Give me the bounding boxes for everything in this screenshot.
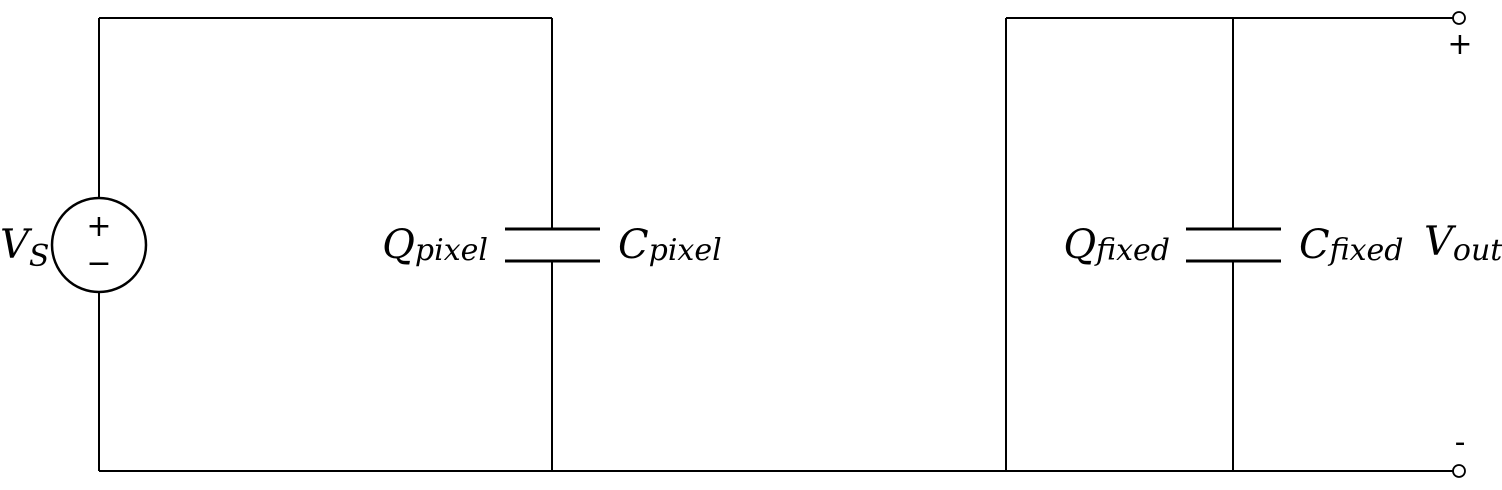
source-symbol: V — [0, 222, 33, 268]
output-voltage-label: Vout — [1424, 219, 1502, 268]
charge-fixed-subscript: fixed — [1094, 233, 1170, 268]
cap-pixel-label: Cpixel — [618, 222, 722, 268]
charge-fixed-label: Qfixed — [1063, 222, 1170, 268]
capacitor-pixel — [505, 227, 600, 263]
voltage-source-plus: + — [86, 209, 111, 244]
cap-pixel-subscript: pixel — [649, 233, 722, 268]
voltage-source-minus: − — [86, 246, 111, 281]
cap-fixed-symbol: C — [1299, 222, 1330, 268]
output-terminal-bottom — [1452, 464, 1466, 478]
output-voltage-subscript: out — [1453, 233, 1502, 268]
source-label: VS — [0, 222, 49, 274]
cap-fixed-label: Cfixed — [1299, 222, 1404, 268]
voltage-source-circle — [50, 196, 148, 294]
capacitor-fixed — [1186, 227, 1281, 263]
voltage-source: + − — [50, 196, 148, 294]
output-plus-sign: + — [1447, 27, 1472, 62]
source-subscript: S — [29, 239, 50, 274]
output-minus-sign: - — [1455, 425, 1466, 460]
output-voltage-symbol: V — [1424, 219, 1457, 265]
charge-fixed-symbol: Q — [1063, 222, 1096, 268]
charge-pixel-subscript: pixel — [415, 233, 488, 268]
cap-pixel-symbol: C — [618, 222, 649, 268]
cap-fixed-subscript: fixed — [1328, 233, 1404, 268]
charge-pixel-symbol: Q — [382, 222, 415, 268]
output-terminal-top — [1452, 11, 1466, 25]
charge-pixel-label: Qpixel — [382, 222, 488, 268]
